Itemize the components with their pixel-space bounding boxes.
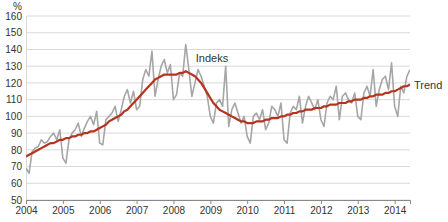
x-axis: 2004 2005 2006 2007 2008 2009 2010 2011 2012 2013… — [15, 200, 410, 216]
y-tick-label: 90 — [11, 128, 23, 139]
x-tick: 2013 — [347, 200, 370, 216]
x-tick-label: 2009 — [200, 205, 223, 216]
grid-line — [26, 183, 410, 184]
y-tick: 100 — [5, 111, 26, 122]
y-tick-label: 140 — [5, 44, 22, 55]
y-tick: 80 — [11, 145, 26, 156]
y-tick-label: 150 — [5, 27, 22, 38]
x-tick-mark — [100, 200, 101, 204]
x-tick: 2011 — [274, 200, 296, 216]
x-tick-mark — [358, 200, 359, 204]
x-tick-mark — [247, 200, 248, 204]
y-tick: 120 — [5, 78, 26, 89]
x-tick-label: 2004 — [15, 205, 38, 216]
y-tick: 70 — [11, 161, 26, 172]
y-axis-title: % — [13, 1, 22, 12]
y-tick-label: 60 — [11, 178, 23, 189]
chart: 5060708090100110120130140150160200420052… — [0, 0, 448, 222]
x-tick: 2010 — [237, 200, 260, 216]
x-tick-mark — [210, 200, 211, 204]
x-tick: 2005 — [52, 200, 75, 216]
series-labels: Indeks Trend — [196, 52, 443, 90]
x-tick: 2012 — [310, 200, 333, 216]
x-tick: 2008 — [163, 200, 186, 216]
x-tick-mark — [26, 200, 27, 204]
x-tick-mark — [395, 200, 396, 204]
grid-line — [26, 16, 410, 17]
x-tick: 2014 — [384, 200, 407, 216]
x-tick-label: 2013 — [347, 205, 370, 216]
x-tick-label: 2011 — [274, 205, 296, 216]
y-tick-label: 80 — [11, 145, 23, 156]
grid-line — [26, 166, 410, 167]
x-tick: 2004 — [15, 200, 38, 216]
x-tick-mark — [173, 200, 174, 204]
y-tick-label: 50 — [11, 195, 23, 206]
y-tick: 150 — [5, 27, 26, 38]
x-tick-label: 2014 — [384, 205, 407, 216]
x-tick: 2006 — [89, 200, 112, 216]
x-tick-mark — [321, 200, 322, 204]
y-tick: 110 — [6, 94, 26, 105]
line-trend — [26, 71, 410, 156]
grid-line — [26, 116, 410, 117]
plot-area: 5060708090100110120130140150160200420052… — [5, 11, 442, 216]
y-tick: 90 — [11, 128, 26, 139]
line-indeks — [26, 44, 410, 173]
x-axis-line — [27, 201, 411, 205]
grid-line — [26, 49, 410, 50]
y-tick-label: 100 — [5, 111, 22, 122]
y-axis: 50 60 70 80 90 100 110 120 130 140 150 160 — [5, 11, 26, 206]
y-tick-label: 110 — [6, 94, 22, 105]
x-tick-label: 2007 — [126, 205, 149, 216]
x-tick-mark — [63, 200, 64, 204]
y-axis-line — [26, 17, 27, 201]
y-tick: 140 — [5, 44, 26, 55]
grid-line — [26, 149, 410, 150]
y-tick: 60 — [11, 178, 26, 189]
x-tick-label: 2008 — [163, 205, 186, 216]
y-tick-label: 70 — [11, 161, 23, 172]
y-tick: 130 — [5, 61, 26, 72]
grid-line — [26, 66, 410, 67]
y-tick: 50 — [11, 195, 26, 206]
x-tick-label: 2005 — [52, 205, 75, 216]
grid-line — [26, 32, 410, 33]
x-tick: 2009 — [200, 200, 223, 216]
grid-line — [26, 82, 410, 83]
series-label: Indeks — [196, 52, 229, 64]
x-tick-label: 2012 — [310, 205, 333, 216]
x-tick: 2007 — [126, 200, 149, 216]
x-tick-label: 2006 — [89, 205, 112, 216]
y-tick-label: 120 — [5, 78, 22, 89]
series-group — [26, 44, 410, 173]
y-tick: 160 — [5, 11, 26, 22]
x-tick-label: 2010 — [237, 205, 260, 216]
y-tick-label: 130 — [5, 61, 22, 72]
y-tick-label: 160 — [5, 11, 22, 22]
grid — [26, 16, 410, 200]
x-tick-mark — [137, 200, 138, 204]
series-label: Trend — [414, 79, 442, 91]
x-tick-mark — [284, 200, 285, 204]
